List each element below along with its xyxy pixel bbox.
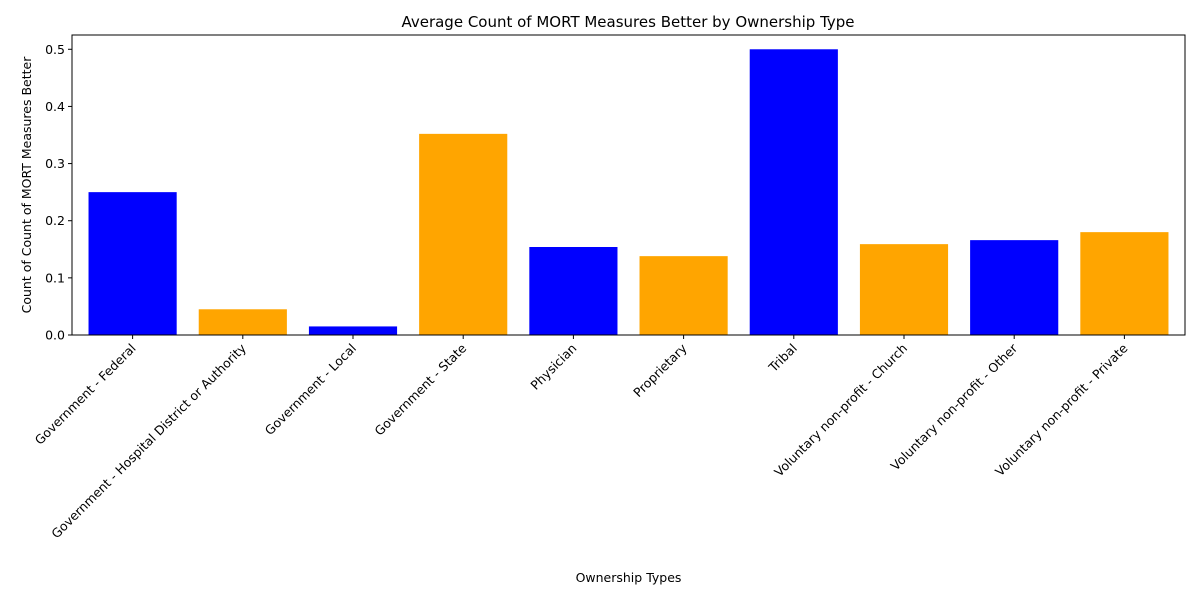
x-tick-label-9: Voluntary non-profit - Private: [992, 340, 1131, 479]
bar-6: [749, 49, 838, 336]
x-tick-label-4: Physician: [527, 341, 579, 393]
bar-9: [1080, 232, 1169, 335]
plot-frame: [71, 34, 1186, 336]
x-tick-label-6: Tribal: [765, 341, 800, 376]
bar-5: [639, 256, 728, 335]
bar-1: [198, 309, 287, 335]
x-tick-label-5: Proprietary: [630, 340, 690, 400]
bar-2: [308, 326, 398, 335]
x-tick-label-3: Government - State: [371, 340, 469, 438]
chart-title: Average Count of MORT Measures Better by…: [401, 13, 854, 31]
x-tick-label-0: Government - Federal: [32, 341, 139, 448]
y-tick-label-2: 0.2: [45, 213, 65, 228]
x-tick-label-8: Voluntary non-profit - Other: [888, 340, 1021, 473]
x-axis-label: Ownership Types: [576, 570, 682, 585]
bar-7: [859, 244, 949, 335]
y-tick-label-1: 0.1: [45, 270, 65, 285]
y-tick-label-3: 0.3: [45, 156, 65, 171]
y-tick-label-5: 0.5: [45, 42, 65, 57]
x-tick-label-7: Voluntary non-profit - Church: [771, 341, 910, 480]
bar-8: [970, 240, 1059, 335]
bar-3: [419, 133, 508, 335]
y-tick-label-4: 0.4: [45, 99, 65, 114]
y-axis-label: Count of Count of MORT Measures Better: [19, 56, 34, 314]
bar-0: [88, 192, 177, 335]
y-axis: 0.0 0.1 0.2 0.3 0.4 0.5: [45, 42, 72, 343]
x-tick-label-2: Government - Local: [262, 341, 359, 438]
x-tick-label-1: Government - Hospital District or Author…: [48, 340, 249, 541]
y-tick-label-0: 0.0: [45, 328, 65, 343]
bar-4: [529, 247, 618, 335]
bars-layer: [88, 49, 1169, 336]
